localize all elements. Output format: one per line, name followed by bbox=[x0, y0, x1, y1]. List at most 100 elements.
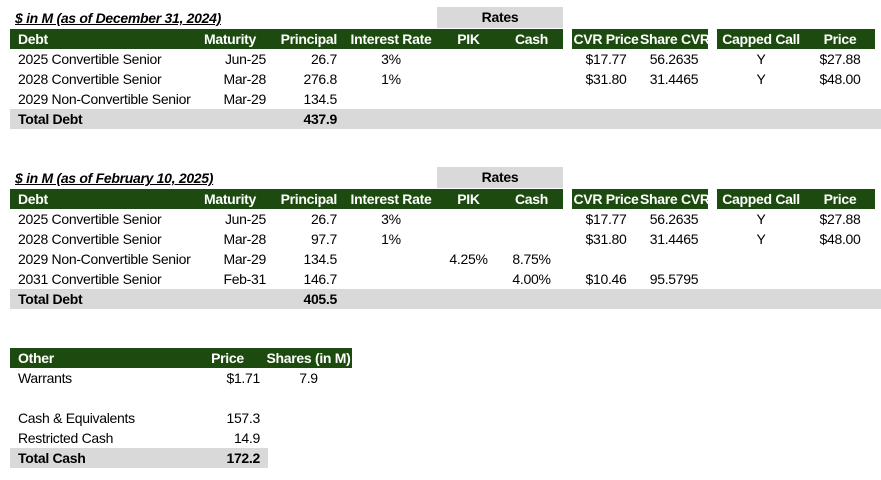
cell-interest-rate: 3% bbox=[381, 51, 401, 67]
header-block-debt: Debt Maturity Principal Interest Rate PI… bbox=[10, 189, 563, 209]
total-principal: 437.9 bbox=[303, 111, 337, 127]
col-header-cash: Cash bbox=[514, 31, 549, 47]
col-header-maturity: Maturity bbox=[203, 31, 257, 47]
table-row: 2028 Convertible Senior Mar-28 97.7 1% $… bbox=[10, 229, 881, 249]
table-row: Cash & Equivalents 157.3 bbox=[10, 408, 352, 428]
col-header-other: Other bbox=[18, 350, 54, 366]
cell-capped-call: Y bbox=[756, 51, 766, 67]
cell-price: $48.00 bbox=[819, 231, 861, 247]
cell-debt: 2031 Convertible Senior bbox=[18, 271, 162, 287]
cell-capped-call bbox=[717, 89, 805, 109]
table-row: 2025 Convertible Senior Jun-25 26.7 3% $… bbox=[10, 49, 881, 69]
cell-maturity: Mar-29 bbox=[223, 91, 266, 107]
cell-interest-rate: 1% bbox=[381, 71, 401, 87]
cell-maturity: Mar-28 bbox=[223, 71, 266, 87]
table-title: $ in M (as of December 31, 2024) bbox=[15, 10, 221, 26]
col-header-cvr-price: CVR Price bbox=[573, 31, 639, 47]
blank-row bbox=[10, 388, 352, 408]
cell-price: 157.3 bbox=[226, 410, 260, 426]
cell-cvr-price bbox=[572, 89, 640, 109]
cell-price: $1.71 bbox=[226, 370, 260, 386]
cell-share-cvr: 56.2635 bbox=[649, 211, 699, 227]
col-header-cash: Cash bbox=[514, 191, 549, 207]
cell-interest-rate: 1% bbox=[381, 231, 401, 247]
cell-capped-call: Y bbox=[756, 211, 766, 227]
debt-table-feb-2025: $ in M (as of February 10, 2025) Rates D… bbox=[10, 167, 881, 309]
cell-share-cvr: 95.5795 bbox=[649, 271, 699, 287]
header-block-cvr: CVR Price Share CVR bbox=[572, 29, 710, 49]
table-row: 2029 Non-Convertible Senior Mar-29 134.5… bbox=[10, 249, 881, 269]
header-block-cvr: CVR Price Share CVR bbox=[572, 189, 710, 209]
cell-pik bbox=[437, 89, 500, 109]
cell-principal: 26.7 bbox=[310, 51, 337, 67]
cell-principal: 146.7 bbox=[303, 271, 337, 287]
total-debt-row: Total Debt 437.9 bbox=[10, 109, 881, 129]
cell-pik bbox=[437, 229, 500, 249]
cell-share-cvr bbox=[640, 89, 708, 109]
cell-cash bbox=[500, 229, 563, 249]
cell-price: $27.88 bbox=[819, 211, 861, 227]
header-block-capped-call: Capped Call Price bbox=[717, 189, 875, 209]
cell-cash bbox=[500, 209, 563, 229]
table-row: Restricted Cash 14.9 bbox=[10, 428, 352, 448]
cell-interest-rate: 3% bbox=[381, 211, 401, 227]
cell-cvr-price: $31.80 bbox=[585, 231, 627, 247]
col-header-share-cvr: Share CVR bbox=[640, 31, 710, 47]
cell-capped-call bbox=[717, 269, 805, 289]
col-header-interest-rate: Interest Rate bbox=[350, 191, 432, 207]
col-header-capped-call: Capped Call bbox=[722, 31, 800, 47]
cell-label: Cash & Equivalents bbox=[18, 410, 135, 426]
column-header-row: Debt Maturity Principal Interest Rate PI… bbox=[10, 29, 881, 49]
col-header-capped-call: Capped Call bbox=[722, 191, 800, 207]
other-table: Other Price Shares (in M) Warrants $1.71… bbox=[10, 348, 352, 468]
col-header-cvr-price: CVR Price bbox=[573, 191, 639, 207]
cell-cvr-price: $17.77 bbox=[585, 51, 627, 67]
cell-principal: 97.7 bbox=[310, 231, 337, 247]
cell-debt: 2025 Convertible Senior bbox=[18, 211, 162, 227]
cell-interest-rate bbox=[345, 269, 437, 289]
cell-cvr-price bbox=[572, 249, 640, 269]
cell-cash: 8.75% bbox=[512, 251, 551, 267]
table-row: 2029 Non-Convertible Senior Mar-29 134.5 bbox=[10, 89, 881, 109]
cell-debt: 2025 Convertible Senior bbox=[18, 51, 162, 67]
total-label: Total Cash bbox=[18, 450, 86, 466]
total-price: 172.2 bbox=[226, 450, 260, 466]
col-header-principal: Principal bbox=[280, 31, 338, 47]
cell-interest-rate bbox=[345, 89, 437, 109]
cell-label: Restricted Cash bbox=[18, 430, 114, 446]
column-gap bbox=[563, 29, 572, 49]
cell-debt: 2028 Convertible Senior bbox=[18, 71, 162, 87]
cell-price bbox=[805, 269, 875, 289]
cell-cash bbox=[500, 49, 563, 69]
table-row: 2028 Convertible Senior Mar-28 276.8 1% … bbox=[10, 69, 881, 89]
cell-share-cvr bbox=[640, 249, 708, 269]
debt-table-dec-2024: $ in M (as of December 31, 2024) Rates D… bbox=[10, 7, 881, 129]
total-label: Total Debt bbox=[18, 111, 83, 127]
cell-shares: 7.9 bbox=[299, 370, 318, 386]
column-gap bbox=[563, 189, 572, 209]
cell-principal: 134.5 bbox=[303, 251, 337, 267]
cell-cvr-price: $10.46 bbox=[585, 271, 627, 287]
table-title-row: $ in M (as of February 10, 2025) Rates bbox=[10, 167, 881, 189]
cell-principal: 134.5 bbox=[303, 91, 337, 107]
cell-label: Warrants bbox=[18, 370, 72, 386]
header-block-capped-call: Capped Call Price bbox=[717, 29, 875, 49]
col-header-debt: Debt bbox=[18, 191, 48, 207]
cell-price: 14.9 bbox=[233, 430, 260, 446]
table-title: $ in M (as of February 10, 2025) bbox=[15, 170, 214, 186]
cell-debt: 2029 Non-Convertible Senior bbox=[18, 91, 191, 107]
col-header-share-cvr: Share CVR bbox=[640, 191, 710, 207]
total-debt-row: Total Debt 405.5 bbox=[10, 289, 881, 309]
column-header-row: Other Price Shares (in M) bbox=[10, 348, 352, 368]
cell-price: $27.88 bbox=[819, 51, 861, 67]
cell-cash bbox=[500, 89, 563, 109]
cell-maturity: Jun-25 bbox=[224, 211, 266, 227]
col-header-price: Price bbox=[823, 31, 857, 47]
cell-cvr-price: $31.80 bbox=[585, 71, 627, 87]
cell-pik: 4.25% bbox=[449, 251, 488, 267]
table-row: Warrants $1.71 7.9 bbox=[10, 368, 352, 388]
cell-maturity: Mar-28 bbox=[223, 231, 266, 247]
cell-pik bbox=[437, 49, 500, 69]
col-header-pik: PIK bbox=[457, 191, 480, 207]
table-row: 2025 Convertible Senior Jun-25 26.7 3% $… bbox=[10, 209, 881, 229]
